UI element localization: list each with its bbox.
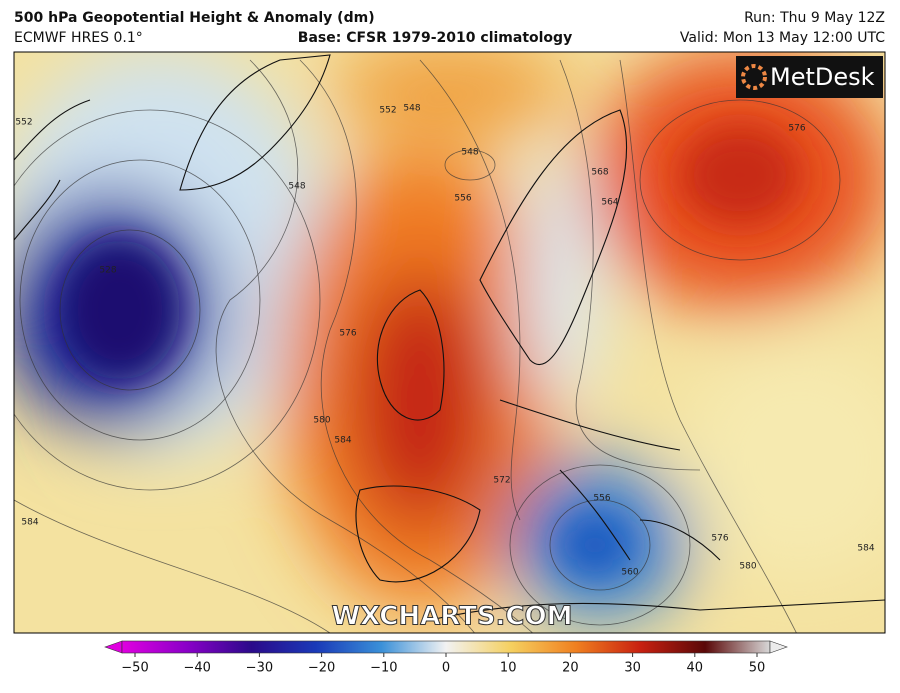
contour-label: 568 — [591, 168, 608, 178]
colorbar-tick-label: −20 — [308, 661, 335, 676]
colorbar-tick-label: −40 — [183, 661, 210, 676]
colorbar-tick-label: 0 — [442, 661, 450, 676]
title: 500 hPa Geopotential Height & Anomaly (d… — [14, 10, 375, 26]
colorbar-tick-label: −10 — [370, 661, 397, 676]
model: ECMWF HRES 0.1° — [14, 30, 143, 46]
base: Base: CFSR 1979-2010 climatology — [298, 30, 572, 46]
contour-label: 572 — [493, 476, 510, 486]
contour-label: 548 — [403, 104, 420, 114]
contour-label: 580 — [313, 416, 330, 426]
colorbar-tick-label: 20 — [562, 661, 579, 676]
contour-label: 564 — [601, 198, 618, 208]
colorbar: −50 −40 −30 −20 −10 0 10 20 30 40 50 — [104, 640, 788, 676]
map: 552 548 552 548 548 556 568 564 576 528 576 580 584 5… — [14, 52, 885, 633]
contour-label: 576 — [788, 124, 805, 134]
contour-label: 584 — [857, 544, 874, 554]
contour-label: 584 — [334, 436, 351, 446]
contour-label: 576 — [711, 534, 728, 544]
colorbar-tick-label: 10 — [500, 661, 517, 676]
contour-label: 556 — [454, 194, 471, 204]
map-frame — [13, 51, 886, 634]
contour-label: 576 — [339, 329, 356, 339]
colorbar-tick-label: 40 — [687, 661, 704, 676]
colorbar-tick-label: 30 — [624, 661, 641, 676]
colorbar-tick-label: −50 — [121, 661, 148, 676]
coastlines — [14, 54, 885, 621]
run: Run: Thu 9 May 12Z — [744, 10, 885, 26]
logo: MetDesk — [770, 63, 875, 91]
contour-label: 528 — [99, 266, 116, 276]
contour-label: 584 — [21, 518, 38, 528]
colorbar-tick-label: −30 — [246, 661, 273, 676]
contour-label: 580 — [739, 562, 756, 572]
contour-label: 552 — [15, 118, 32, 128]
colorbar-tick-label: 50 — [749, 661, 766, 676]
contours — [14, 59, 841, 633]
watermark: WXCHARTS.COM — [331, 602, 572, 632]
contour-label: 560 — [621, 568, 638, 578]
contour-label: 556 — [593, 494, 610, 504]
valid: Valid: Mon 13 May 12:00 UTC — [680, 30, 885, 46]
contour-label: 548 — [461, 148, 478, 158]
contour-label: 548 — [288, 182, 305, 192]
contour-label: 552 — [379, 106, 396, 116]
